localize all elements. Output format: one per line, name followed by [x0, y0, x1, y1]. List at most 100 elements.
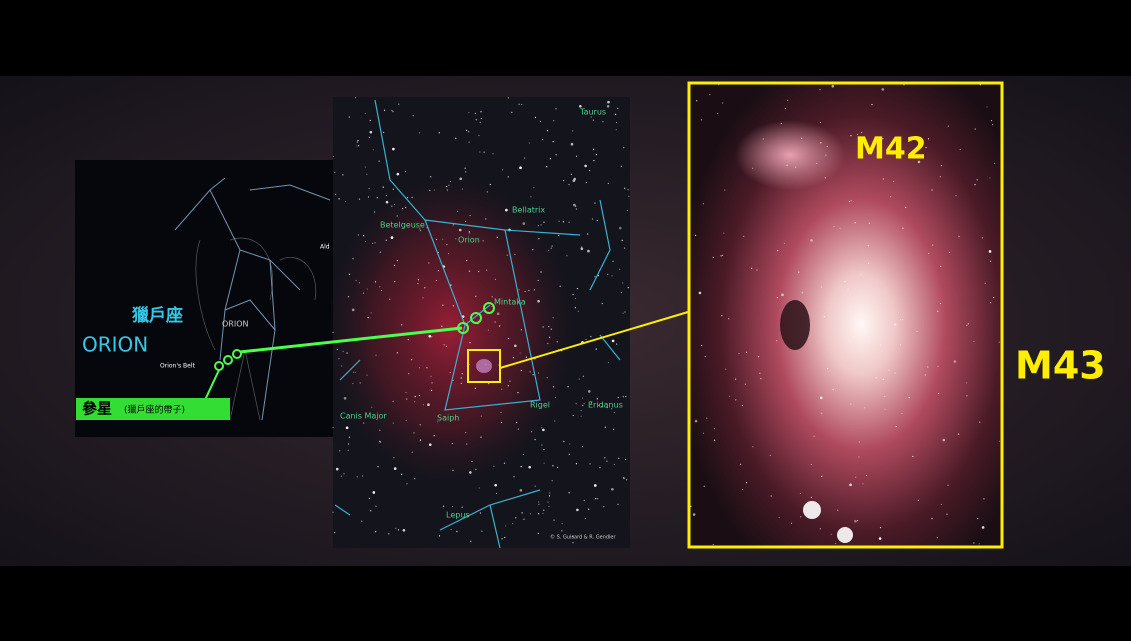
star [946, 513, 947, 514]
star [338, 198, 339, 199]
star [375, 531, 376, 532]
star [596, 154, 597, 155]
star [622, 240, 623, 241]
star [459, 229, 462, 232]
star [375, 281, 376, 282]
star [551, 329, 552, 330]
star [566, 255, 567, 256]
star [501, 389, 502, 390]
star [523, 519, 524, 520]
star [576, 156, 577, 157]
star [459, 177, 462, 180]
star [348, 296, 349, 297]
star [575, 307, 576, 308]
star [417, 283, 418, 284]
star [576, 463, 577, 464]
star [548, 326, 549, 327]
star [538, 513, 539, 514]
star [551, 247, 552, 248]
star [373, 149, 374, 150]
star [811, 464, 812, 465]
star [853, 337, 854, 338]
star [436, 239, 437, 240]
star [426, 367, 427, 368]
star [973, 542, 974, 543]
star [624, 247, 625, 248]
star [439, 132, 440, 133]
star [526, 357, 527, 358]
star [497, 312, 500, 315]
star [365, 166, 366, 167]
star [394, 467, 397, 470]
star [810, 239, 813, 242]
star [520, 352, 521, 353]
star [999, 342, 1000, 343]
star [554, 420, 555, 421]
star [868, 245, 869, 246]
star [696, 100, 697, 101]
star [902, 319, 903, 320]
star [530, 196, 531, 197]
star [434, 435, 435, 436]
star [538, 504, 539, 505]
star [431, 336, 432, 337]
star [758, 356, 759, 357]
star [508, 385, 509, 386]
star [942, 439, 945, 442]
star [844, 281, 845, 282]
credit: © S. Guisard & R. Gendler [550, 534, 616, 541]
star [975, 128, 976, 129]
star [361, 521, 362, 522]
star [947, 485, 948, 486]
star [581, 416, 582, 417]
star [419, 395, 420, 396]
star [624, 188, 625, 189]
star [568, 222, 569, 223]
star [628, 287, 629, 288]
star [481, 118, 482, 119]
star [760, 378, 761, 379]
star [394, 265, 395, 266]
star [466, 260, 467, 261]
star [517, 392, 518, 393]
star [380, 251, 381, 252]
star [419, 367, 420, 368]
star [349, 116, 350, 117]
star [900, 344, 901, 345]
star [571, 174, 572, 175]
star [857, 520, 858, 521]
star [798, 272, 799, 273]
star [999, 441, 1000, 442]
star [430, 376, 431, 377]
star [717, 113, 718, 114]
star [751, 268, 752, 269]
star [492, 153, 493, 154]
star [375, 506, 376, 507]
star [985, 283, 986, 284]
star [547, 130, 548, 131]
star [386, 240, 387, 241]
star [392, 401, 393, 402]
star [333, 156, 334, 157]
star [608, 362, 609, 363]
star [555, 108, 556, 109]
map-label: Canis Major [340, 412, 387, 421]
star [352, 309, 355, 312]
star [722, 255, 723, 256]
star [850, 403, 851, 404]
title-chinese: 獵戶座 [132, 305, 183, 326]
star [880, 527, 881, 528]
star [743, 236, 744, 237]
star [355, 97, 356, 98]
star [490, 184, 491, 185]
star [448, 185, 449, 186]
star [391, 236, 394, 239]
star [530, 371, 531, 372]
star [784, 243, 785, 244]
star [771, 495, 772, 496]
star [515, 517, 516, 518]
star [820, 122, 821, 123]
star [557, 341, 558, 342]
star [480, 437, 481, 438]
star [820, 528, 821, 529]
